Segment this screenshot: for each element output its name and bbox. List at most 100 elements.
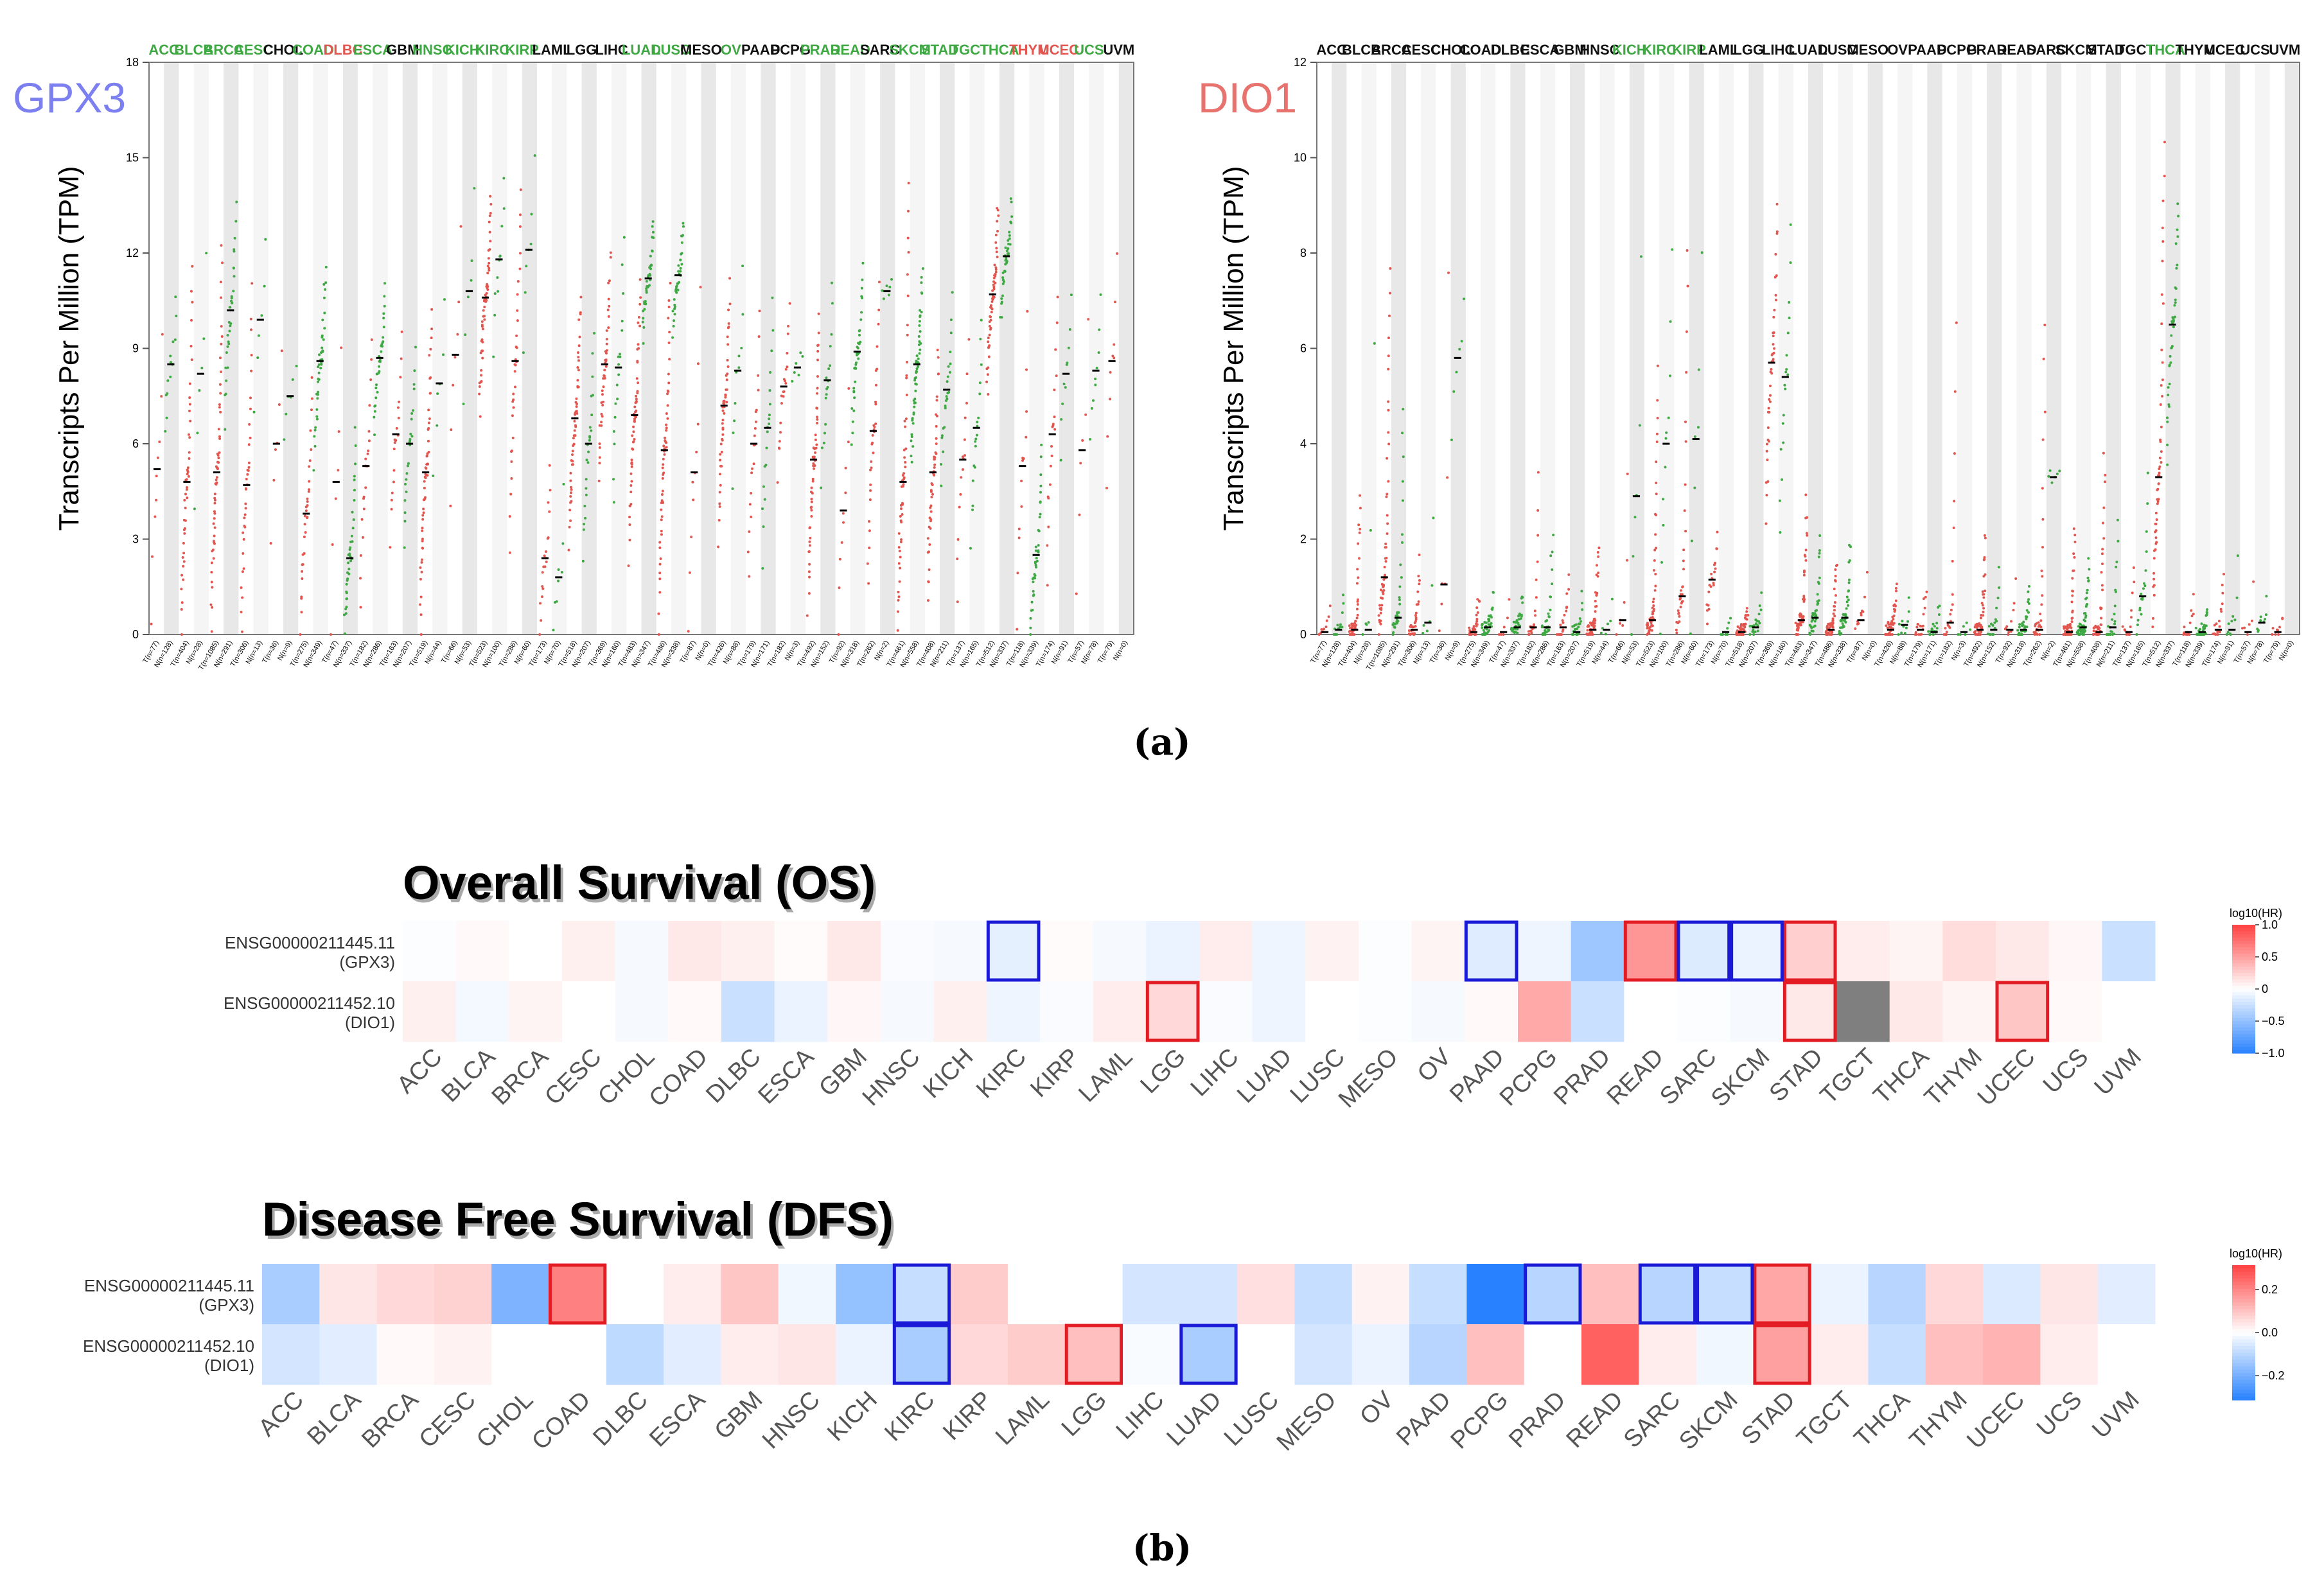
data-point <box>2190 609 2193 612</box>
column-label-lgg: LGG <box>1057 1386 1112 1442</box>
data-point <box>1860 611 1863 615</box>
data-point <box>2027 602 2030 605</box>
data-point <box>1472 625 1475 628</box>
data-point <box>903 456 906 459</box>
data-point <box>1095 367 1098 370</box>
data-point <box>575 402 578 405</box>
legend-swatch <box>2232 1295 2255 1300</box>
data-point <box>752 462 755 466</box>
data-point <box>516 319 519 322</box>
data-point <box>935 442 938 445</box>
data-point <box>992 285 996 288</box>
data-point <box>1834 575 1837 578</box>
data-point <box>1982 575 1985 578</box>
data-point <box>427 439 430 442</box>
data-point <box>1997 566 2000 569</box>
dot-cloud-ov-n <box>1897 596 1910 636</box>
data-point <box>980 319 983 322</box>
data-point <box>1037 544 1040 547</box>
band-chol <box>283 62 299 634</box>
data-point <box>1572 633 1575 636</box>
data-point <box>1845 600 1849 604</box>
data-point <box>1552 534 1555 537</box>
data-point <box>2259 615 2262 618</box>
data-point <box>1430 584 1434 587</box>
data-point <box>672 324 675 328</box>
data-point <box>541 595 544 599</box>
data-point <box>2167 386 2170 389</box>
data-point <box>395 427 398 430</box>
data-point <box>2167 393 2170 396</box>
data-point <box>1983 557 1986 561</box>
data-point <box>820 446 823 450</box>
data-point <box>1747 613 1750 617</box>
legend-swatch <box>2232 1356 2255 1360</box>
data-point <box>915 359 918 362</box>
data-point <box>313 428 317 432</box>
data-point <box>1834 580 1837 583</box>
data-point <box>227 340 230 344</box>
cancer-label-stad: STAD <box>2088 42 2125 58</box>
data-point <box>992 288 996 291</box>
data-point <box>2221 583 2224 586</box>
data-point <box>1382 592 1385 595</box>
band-prad <box>1987 62 2002 634</box>
data-point <box>2192 613 2195 616</box>
data-point <box>423 480 426 483</box>
data-point <box>2094 624 2097 627</box>
data-point <box>906 236 910 240</box>
data-point <box>183 498 186 502</box>
data-point <box>1519 617 1522 620</box>
heatmap-cell-thym <box>1925 1324 1984 1385</box>
band-tgct <box>969 62 985 634</box>
data-point <box>915 367 919 371</box>
data-point <box>1001 276 1005 279</box>
data-point <box>436 424 439 427</box>
data-point <box>272 478 276 482</box>
data-point <box>2155 518 2158 521</box>
data-point <box>1586 629 1589 632</box>
data-point <box>510 450 513 453</box>
data-point <box>583 504 586 507</box>
data-point <box>516 293 519 296</box>
data-point <box>907 250 910 254</box>
data-point <box>310 448 313 451</box>
data-point <box>1984 536 1987 539</box>
data-point <box>575 410 578 413</box>
data-point <box>353 478 356 482</box>
data-point <box>725 401 728 404</box>
data-point <box>301 570 304 573</box>
data-point <box>457 301 461 304</box>
dot-cloud-lusc-t <box>1824 563 1838 636</box>
data-point <box>1475 620 1479 623</box>
data-point <box>598 442 601 446</box>
data-point <box>1806 516 1809 519</box>
data-point <box>244 502 247 505</box>
data-point <box>399 376 402 379</box>
data-point <box>1387 337 1390 340</box>
data-point <box>1652 609 1655 613</box>
data-point <box>1535 578 1538 581</box>
data-point <box>2166 463 2169 466</box>
data-point <box>630 459 633 462</box>
legend-tick-label: 1.0 <box>2262 918 2278 931</box>
data-point <box>1581 602 1584 605</box>
data-point <box>1587 625 1590 628</box>
data-point <box>726 335 729 338</box>
data-point <box>1418 553 1421 556</box>
data-point <box>768 423 771 426</box>
data-point <box>1664 437 1668 440</box>
data-point <box>2072 569 2075 572</box>
data-point <box>723 412 726 415</box>
band-thym <box>1029 62 1044 634</box>
data-point <box>1549 608 1552 611</box>
data-point <box>1055 374 1058 378</box>
data-point <box>1727 621 1730 624</box>
data-point <box>1775 202 1779 206</box>
data-point <box>1682 568 1686 571</box>
data-point <box>988 333 991 337</box>
data-point <box>1651 616 1654 619</box>
data-point <box>403 511 407 514</box>
data-point <box>2116 518 2119 521</box>
data-point <box>718 502 721 505</box>
